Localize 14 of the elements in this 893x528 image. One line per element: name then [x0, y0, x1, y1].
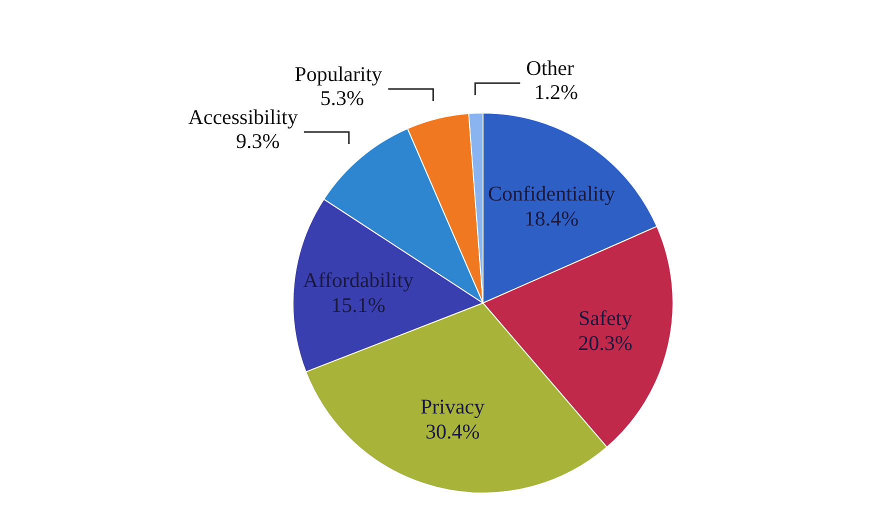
slice-label: Accessibility	[188, 104, 298, 129]
slice-label: Popularity	[294, 62, 383, 86]
slice-label: Affordability	[303, 268, 414, 292]
data-label: 20.3%	[578, 331, 632, 356]
data-label: 15.1%	[331, 292, 386, 317]
slice-label: Confidentiality	[488, 181, 616, 206]
slice-label: Safety	[578, 306, 633, 330]
data-label: 9.3%	[236, 128, 280, 153]
slice-label: Privacy	[420, 394, 486, 418]
data-label: 30.4%	[425, 419, 480, 444]
data-label: 18.4%	[524, 206, 579, 230]
slice-label: Other	[526, 56, 574, 80]
data-label: 5.3%	[320, 86, 364, 110]
data-label: 1.2%	[534, 80, 578, 104]
